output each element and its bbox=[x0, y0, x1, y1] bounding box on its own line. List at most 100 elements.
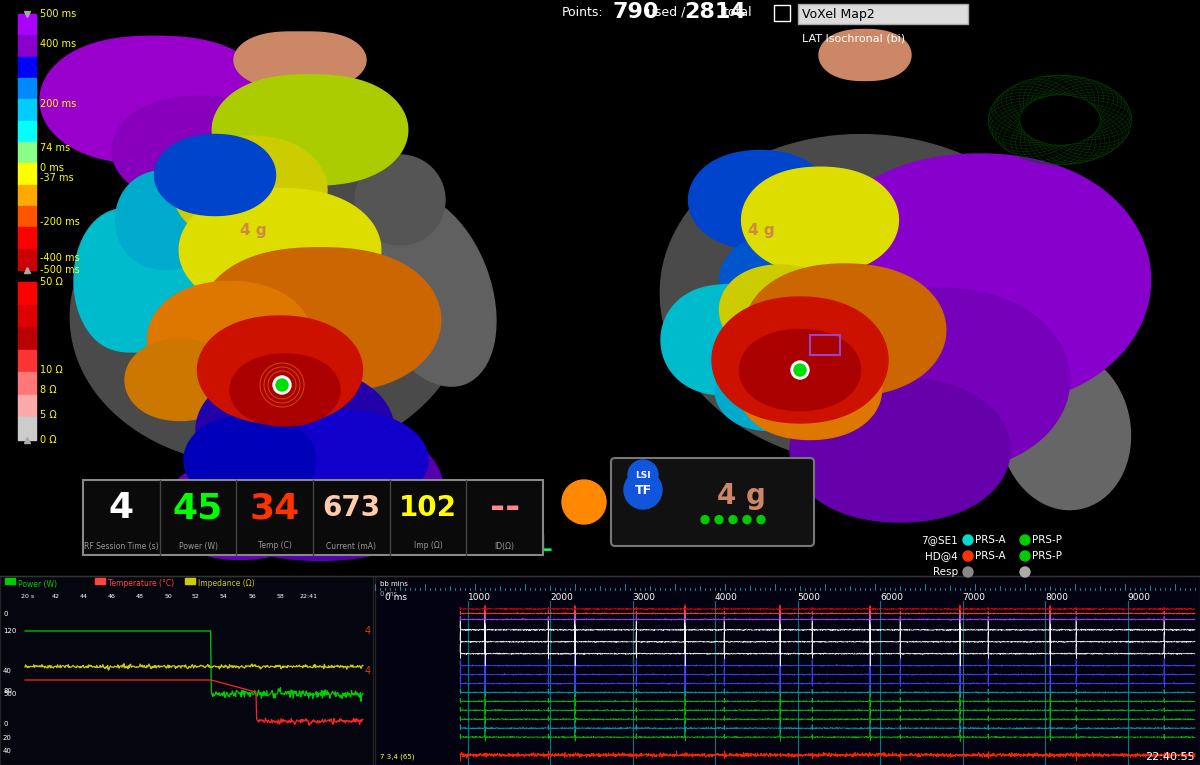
Text: Current (mA): Current (mA) bbox=[326, 542, 377, 551]
Text: Temp (C): Temp (C) bbox=[258, 542, 292, 551]
Text: total: total bbox=[724, 5, 752, 18]
Bar bbox=[18, 121, 36, 142]
Polygon shape bbox=[712, 297, 888, 423]
Text: bb mins: bb mins bbox=[380, 581, 408, 587]
Circle shape bbox=[276, 379, 288, 391]
Text: 44: 44 bbox=[80, 594, 88, 598]
Polygon shape bbox=[115, 171, 215, 269]
Bar bbox=[18, 142, 36, 164]
Polygon shape bbox=[74, 208, 206, 352]
Polygon shape bbox=[148, 282, 312, 399]
Text: -400 ms: -400 ms bbox=[40, 253, 79, 263]
Text: 5 Ω: 5 Ω bbox=[40, 410, 56, 420]
Bar bbox=[18, 327, 36, 350]
Text: 0 ms: 0 ms bbox=[380, 591, 397, 597]
Text: 4 g: 4 g bbox=[240, 223, 266, 238]
Bar bbox=[798, 4, 968, 24]
Bar bbox=[774, 5, 790, 21]
Polygon shape bbox=[230, 354, 340, 426]
Polygon shape bbox=[173, 136, 326, 244]
Polygon shape bbox=[179, 188, 380, 311]
Circle shape bbox=[562, 480, 606, 524]
Bar bbox=[18, 418, 36, 440]
Text: 8000: 8000 bbox=[1045, 594, 1068, 603]
Bar bbox=[18, 164, 36, 184]
Polygon shape bbox=[742, 168, 899, 273]
Text: PRS-A: PRS-A bbox=[974, 535, 1006, 545]
Circle shape bbox=[964, 551, 973, 561]
Text: 58: 58 bbox=[276, 594, 284, 598]
Bar bbox=[18, 35, 36, 57]
Text: 4000: 4000 bbox=[715, 594, 738, 603]
Text: 0 ms: 0 ms bbox=[385, 594, 407, 603]
Text: 102: 102 bbox=[398, 494, 457, 522]
Polygon shape bbox=[196, 367, 394, 493]
Polygon shape bbox=[198, 316, 362, 424]
Circle shape bbox=[743, 516, 751, 523]
Text: 52: 52 bbox=[192, 594, 200, 598]
Text: 56: 56 bbox=[248, 594, 256, 598]
Circle shape bbox=[701, 516, 709, 523]
Circle shape bbox=[964, 535, 973, 545]
Polygon shape bbox=[744, 264, 946, 396]
Polygon shape bbox=[199, 248, 440, 392]
Text: 8 Ω: 8 Ω bbox=[40, 385, 56, 395]
Circle shape bbox=[624, 471, 662, 509]
Circle shape bbox=[1020, 567, 1030, 577]
Circle shape bbox=[274, 376, 292, 394]
Text: Power (W): Power (W) bbox=[179, 542, 217, 551]
Text: PRS-P: PRS-P bbox=[1032, 551, 1062, 561]
Text: 4: 4 bbox=[109, 491, 134, 526]
Text: 4 g: 4 g bbox=[718, 482, 766, 509]
Polygon shape bbox=[197, 419, 443, 561]
Text: 54: 54 bbox=[220, 594, 228, 598]
Polygon shape bbox=[720, 265, 840, 355]
Polygon shape bbox=[155, 135, 276, 216]
Text: 7000: 7000 bbox=[962, 594, 985, 603]
Text: HD@4: HD@4 bbox=[925, 551, 958, 561]
Polygon shape bbox=[689, 151, 832, 249]
Ellipse shape bbox=[355, 155, 445, 245]
Bar bbox=[5, 578, 14, 584]
Text: 673: 673 bbox=[323, 494, 380, 522]
Text: Power (W): Power (W) bbox=[18, 580, 58, 588]
Text: 50: 50 bbox=[164, 594, 172, 598]
Text: 46: 46 bbox=[108, 594, 116, 598]
Polygon shape bbox=[810, 288, 1069, 472]
Bar bbox=[18, 57, 36, 78]
Bar bbox=[374, 576, 1200, 765]
Text: Resp: Resp bbox=[932, 567, 958, 577]
Polygon shape bbox=[810, 154, 1151, 406]
Circle shape bbox=[794, 364, 806, 376]
Text: Imp (Ω): Imp (Ω) bbox=[414, 542, 443, 551]
Text: 7@SE1: 7@SE1 bbox=[922, 535, 958, 545]
Text: Temperature (°C): Temperature (°C) bbox=[108, 580, 174, 588]
Circle shape bbox=[715, 516, 722, 523]
Text: 4 g: 4 g bbox=[748, 223, 775, 238]
Bar bbox=[185, 578, 194, 584]
Text: 6000: 6000 bbox=[880, 594, 904, 603]
Text: 1000: 1000 bbox=[468, 594, 491, 603]
Bar bbox=[810, 335, 840, 355]
Polygon shape bbox=[184, 415, 316, 505]
Ellipse shape bbox=[71, 155, 469, 465]
Text: 0 ms: 0 ms bbox=[40, 163, 64, 173]
Text: 0 Ω: 0 Ω bbox=[40, 435, 56, 445]
Text: Points:: Points: bbox=[562, 5, 604, 18]
Text: 22:41: 22:41 bbox=[299, 594, 317, 598]
Bar bbox=[18, 14, 36, 35]
Circle shape bbox=[757, 516, 766, 523]
Text: 200 ms: 200 ms bbox=[40, 99, 77, 109]
Circle shape bbox=[964, 567, 973, 577]
Text: 0: 0 bbox=[2, 611, 7, 617]
Text: 7 3,4 (65): 7 3,4 (65) bbox=[380, 754, 414, 760]
Text: 500: 500 bbox=[2, 691, 17, 697]
Text: used /: used / bbox=[647, 5, 685, 18]
Polygon shape bbox=[720, 235, 840, 325]
Text: 34: 34 bbox=[250, 491, 300, 526]
Polygon shape bbox=[234, 32, 366, 88]
Text: --: -- bbox=[490, 491, 520, 526]
Text: -200 ms: -200 ms bbox=[40, 217, 79, 227]
Text: VoXel Map2: VoXel Map2 bbox=[802, 8, 875, 21]
Text: PRS-A: PRS-A bbox=[974, 551, 1006, 561]
